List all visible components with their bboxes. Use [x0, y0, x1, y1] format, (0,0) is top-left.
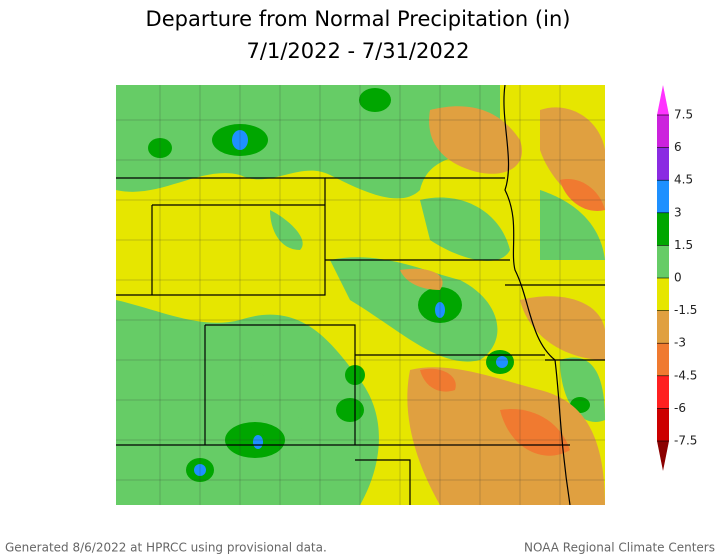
tick-label: 0 — [674, 271, 682, 285]
colorbar-bin — [657, 310, 669, 344]
footer-note: Generated 8/6/2022 at HPRCC using provis… — [5, 541, 327, 555]
map — [116, 85, 605, 505]
tick-label: 7.5 — [674, 108, 693, 122]
colorbar-end — [657, 85, 669, 115]
map-title: Departure from Normal Precipitation (in) — [146, 7, 571, 31]
tick-label: -3 — [674, 336, 686, 350]
colorbar-bin — [657, 245, 669, 278]
colorbar-bin — [657, 375, 669, 409]
colorbar-end — [657, 441, 669, 471]
tick-label: -6 — [674, 401, 686, 415]
colorbar-bin — [657, 278, 669, 311]
tick-label: -4.5 — [674, 368, 697, 382]
tick-label: 1.5 — [674, 238, 693, 252]
colorbar: 7.5 6 4.5 3 1.5 0 -1.5 -3 -4.5 -6 -7.5 — [657, 85, 697, 471]
tick-label: -7.5 — [674, 434, 697, 448]
colorbar-bin — [657, 408, 669, 441]
tick-label: 6 — [674, 140, 682, 154]
colorbar-bin — [657, 180, 669, 213]
tick-label: -1.5 — [674, 303, 697, 317]
map-subtitle: 7/1/2022 - 7/31/2022 — [247, 39, 470, 63]
colorbar-bin — [657, 343, 669, 376]
footer-credit: NOAA Regional Climate Centers — [524, 541, 715, 555]
colorbar-bin — [657, 115, 669, 148]
colorbar-bin — [657, 147, 669, 181]
tick-label: 3 — [674, 205, 682, 219]
colorbar-bin — [657, 212, 669, 246]
tick-label: 4.5 — [674, 173, 693, 187]
